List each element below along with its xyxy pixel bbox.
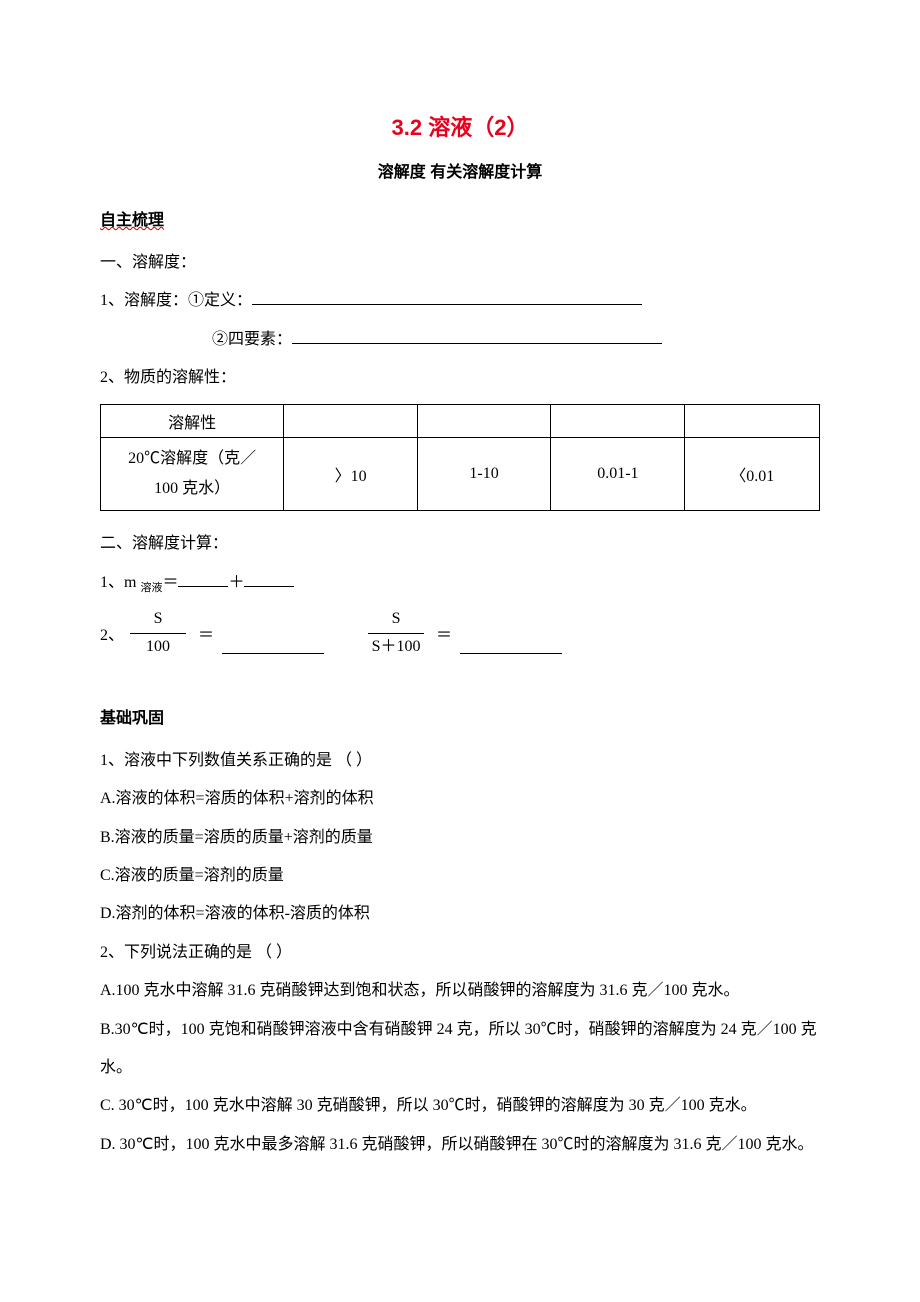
table-cell-r1c0: 溶解性 — [101, 404, 284, 437]
s1-four-elements-line: ②四要素： — [100, 321, 820, 359]
formula-1-plus: ＋ — [228, 574, 244, 591]
blank-definition — [252, 304, 642, 305]
blank-mass-1 — [178, 586, 228, 587]
table-cell-r1c2 — [417, 404, 550, 437]
blank-mass-2 — [244, 586, 294, 587]
solubility-table: 溶解性 20℃溶解度（克／ 100 克水） 〉10 1-10 0.01-1 〈0… — [100, 404, 820, 512]
frac2-den: S＋100 — [372, 634, 421, 658]
s1-solubility-nature: 2、物质的溶解性： — [100, 359, 820, 397]
section-1-heading-text: 自主梳理 — [100, 212, 164, 229]
table-cell-r2c0: 20℃溶解度（克／ 100 克水） — [101, 437, 284, 511]
question-1-option-b: B.溶液的质量=溶质的质量+溶剂的质量 — [100, 819, 820, 857]
doc-title: 3.2 溶液（2） — [100, 110, 820, 142]
question-2-option-c: C. 30℃时，100 克水中溶解 30 克硝酸钾，所以 30℃时，硝酸钾的溶解… — [100, 1087, 820, 1125]
s1-definition-line: 1、溶解度：①定义： — [100, 282, 820, 320]
s1-heading-solubility: 一、溶解度： — [100, 244, 820, 282]
frac1-den: 100 — [138, 634, 178, 658]
question-1-option-c: C.溶液的质量=溶剂的质量 — [100, 857, 820, 895]
blank-four-elements — [292, 343, 662, 344]
section-1-heading: 自主梳理 — [100, 206, 820, 230]
question-2-option-a: A.100 克水中溶解 31.6 克硝酸钾达到饱和状态，所以硝酸钾的溶解度为 3… — [100, 972, 820, 1010]
blank-ratio-2 — [460, 653, 562, 654]
question-2-option-b: B.30℃时，100 克饱和硝酸钾溶液中含有硝酸钾 24 克，所以 30℃时，硝… — [100, 1011, 820, 1088]
formula-2-prefix: 2、 — [100, 621, 124, 645]
table-cell-r1c3 — [551, 404, 685, 437]
fraction-1: S 100 — [130, 608, 186, 658]
table-cell-r1c4 — [685, 404, 820, 437]
table-cell-r1c1 — [284, 404, 417, 437]
s1-four-elements-prefix: ②四要素： — [212, 331, 292, 348]
table-cell-r2c0-b: 100 克水） — [154, 480, 230, 497]
table-cell-r2c4: 〈0.01 — [685, 437, 820, 511]
formula-1: 1、m 溶液＝ ＋ — [100, 564, 820, 602]
question-2: 2、下列说法正确的是 （ ） — [100, 934, 820, 972]
table-cell-r2c2: 1-10 — [417, 437, 550, 511]
table-cell-r2c0-a: 20℃溶解度（克／ — [128, 450, 256, 467]
table-row: 溶解性 — [101, 404, 820, 437]
s2-heading-calc: 二、溶解度计算： — [100, 525, 820, 563]
section-2-heading: 基础巩固 — [100, 704, 820, 728]
frac1-num: S — [130, 608, 186, 633]
doc-subtitle: 溶解度 有关溶解度计算 — [100, 158, 820, 182]
table-row: 20℃溶解度（克／ 100 克水） 〉10 1-10 0.01-1 〈0.01 — [101, 437, 820, 511]
question-1-option-d: D.溶剂的体积=溶液的体积-溶质的体积 — [100, 895, 820, 933]
table-cell-r2c1: 〉10 — [284, 437, 417, 511]
frac2-num: S — [368, 608, 424, 633]
table-cell-r2c3: 0.01-1 — [551, 437, 685, 511]
formula-2-equals-1: ＝ — [198, 621, 214, 645]
formula-1-subscript: 溶液 — [140, 582, 162, 594]
page: 3.2 溶液（2） 溶解度 有关溶解度计算 自主梳理 一、溶解度： 1、溶解度：… — [0, 0, 920, 1302]
formula-2-equals-2: ＝ — [436, 621, 452, 645]
question-1-option-a: A.溶液的体积=溶质的体积+溶剂的体积 — [100, 780, 820, 818]
question-1: 1、溶液中下列数值关系正确的是 （ ） — [100, 742, 820, 780]
fraction-2: S S＋100 — [368, 608, 424, 658]
s1-definition-prefix: 1、溶解度：①定义： — [100, 292, 252, 309]
question-2-option-d: D. 30℃时，100 克水中最多溶解 31.6 克硝酸钾，所以硝酸钾在 30℃… — [100, 1126, 820, 1164]
formula-2: 2、 S 100 ＝ S S＋100 ＝ — [100, 608, 820, 658]
blank-ratio-1 — [222, 653, 324, 654]
formula-1-equals: ＝ — [162, 574, 178, 591]
formula-1-prefix: 1、m — [100, 574, 140, 591]
